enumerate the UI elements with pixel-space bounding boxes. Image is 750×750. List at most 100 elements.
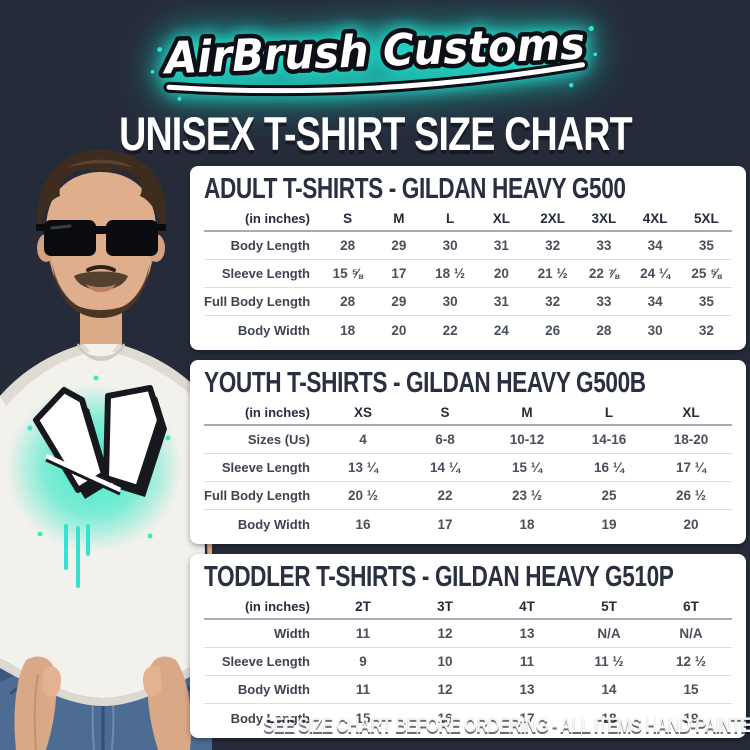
measurement-value: 16 ¼ (593, 460, 625, 475)
size-column-header: 6T (683, 598, 699, 614)
size-column-header: 4T (519, 598, 535, 614)
size-column-header: 3XL (591, 210, 617, 226)
size-column-header: 2XL (540, 210, 565, 226)
size-column-header: L (604, 404, 614, 420)
measurement-value: 13 ¼ (347, 460, 379, 475)
measurement-value: 25 ⅝ (691, 266, 722, 281)
measurement-value: 20 (493, 266, 509, 281)
measurement-value: 28 (340, 294, 356, 309)
measurement-value: 22 (437, 488, 453, 503)
measurement-value: 31 (493, 238, 509, 253)
size-column-header: XL (682, 404, 700, 420)
measurement-value: 28 (340, 238, 356, 253)
measurement-value: 12 ½ (675, 654, 707, 669)
measurement-value: 25 (601, 488, 617, 503)
measurement-value: 15 (355, 710, 371, 726)
measurement-value: 14-16 (591, 432, 627, 447)
measurement-value: 18-20 (673, 432, 709, 447)
table-title: YOUTH T-SHIRTS - GILDAN HEAVY G500B (204, 367, 646, 399)
table-row: Full Body Length 20 ½ 22 23 ½ 25 26 ½ (204, 482, 732, 510)
measurement-value: 13 (519, 682, 535, 697)
size-column-header: XS (353, 404, 372, 420)
row-label: Sleeve Length (221, 460, 310, 475)
table-row: Sizes (Us) 4 6-8 10-12 14-16 18-20 (204, 426, 732, 454)
measurement-value: 18 ½ (435, 266, 466, 281)
measurement-value: 16 (355, 516, 371, 532)
measurement-value: 34 (647, 294, 663, 309)
size-column-header: 3T (437, 598, 453, 614)
measurement-value: N/A (597, 626, 621, 641)
size-column-header: 2T (355, 598, 371, 614)
measurement-value: 29 (391, 238, 407, 253)
size-column-header: 4XL (642, 210, 668, 226)
measurement-value: 9 (359, 654, 367, 669)
measurement-value: 16 (437, 710, 453, 726)
row-label: Full Body Length (204, 488, 311, 503)
measurement-value: 6-8 (435, 432, 455, 447)
measurement-value: 13 (519, 626, 535, 641)
table-row: Body Width 18 20 22 24 26 28 30 32 (204, 316, 732, 344)
size-column-header: M (393, 210, 405, 226)
size-column-header: S (343, 210, 353, 226)
measurement-value: 10 (437, 654, 453, 669)
row-label: Sleeve Length (221, 654, 310, 669)
measurement-value: 19 (683, 710, 699, 726)
table-body: (in inches) 2T 3T 4T 5T 6T Width 11 12 13 N/A N/A Sl… (204, 594, 732, 732)
measurement-value: 22 ⅞ (588, 266, 619, 281)
measurement-value: 24 (493, 322, 509, 338)
table-body: (in inches) S M L XL 2XL 3XL 4XL 5XL Body Length 2… (204, 206, 732, 344)
size-table-youth: YOUTH T-SHIRTS - GILDAN HEAVY G500B (in … (190, 360, 746, 544)
unit-label: (in inches) (244, 598, 310, 614)
measurement-value: 11 ½ (594, 654, 624, 669)
table-row: Full Body Length 28 29 30 31 32 33 34 35 (204, 288, 732, 316)
page-title: UNISEX T-SHIRT SIZE CHART (118, 107, 632, 160)
table-row: Body Width 16 17 18 19 20 (204, 510, 732, 538)
size-column-header: 5T (601, 598, 617, 614)
row-label: Body Length (230, 238, 310, 253)
measurement-value: 28 (596, 322, 612, 338)
measurement-value: 32 (545, 294, 561, 309)
row-label: Sizes (Us) (247, 432, 310, 447)
measurement-value: 15 ¼ (511, 460, 543, 475)
unit-label: (in inches) (244, 404, 310, 420)
measurement-value: 29 (391, 294, 407, 309)
graffiti-logo-art: AirBrush Customs (150, 14, 597, 101)
measurement-value: 17 (391, 266, 407, 281)
size-column-header: S (440, 404, 450, 420)
table-row: Width 11 12 13 N/A N/A (204, 620, 732, 648)
measurement-value: 18 (340, 322, 356, 338)
measurement-value: 33 (596, 238, 612, 253)
table-header-row: (in inches) S M L XL 2XL 3XL 4XL 5XL (204, 206, 732, 232)
unit-label: (in inches) (244, 210, 310, 226)
row-label: Body Width (237, 682, 310, 697)
size-tables: ADULT T-SHIRTS - GILDAN HEAVY G500 (in i… (190, 166, 746, 738)
measurement-value: 20 ½ (347, 488, 379, 503)
size-column-header: M (521, 404, 533, 420)
measurement-value: 22 (442, 322, 458, 338)
table-row: Sleeve Length 9 10 11 11 ½ 12 ½ (204, 648, 732, 676)
row-label: Body Length (230, 710, 310, 726)
size-column-header: 5XL (693, 210, 719, 226)
measurement-value: 32 (545, 238, 561, 253)
size-table-toddler: TODDLER T-SHIRTS - GILDAN HEAVY G510P (i… (190, 554, 746, 738)
measurement-value: 4 (359, 432, 367, 447)
measurement-value: 30 (442, 238, 458, 253)
row-label: Full Body Length (204, 294, 311, 309)
measurement-value: 15 ⅝ (332, 266, 363, 281)
measurement-value: 30 (647, 322, 663, 338)
measurement-value: 17 (519, 710, 535, 726)
measurement-value: 23 ½ (511, 488, 543, 503)
table-row: Body Length 28 29 30 31 32 33 34 35 (204, 232, 732, 260)
measurement-value: 31 (493, 294, 509, 309)
measurement-value: 24 ¼ (640, 266, 671, 281)
measurement-value: 20 (683, 516, 699, 532)
measurement-value: 19 (601, 516, 617, 532)
measurement-value: 35 (698, 238, 714, 253)
measurement-value: 12 (437, 626, 453, 641)
table-title: TODDLER T-SHIRTS - GILDAN HEAVY G510P (204, 561, 674, 593)
measurement-value: 11 (519, 654, 535, 669)
measurement-value: 34 (647, 238, 663, 253)
measurement-value: 18 (519, 516, 535, 532)
footer-note: SEE SIZE CHART BEFORE ORDERING - ALL ITE… (263, 714, 750, 737)
